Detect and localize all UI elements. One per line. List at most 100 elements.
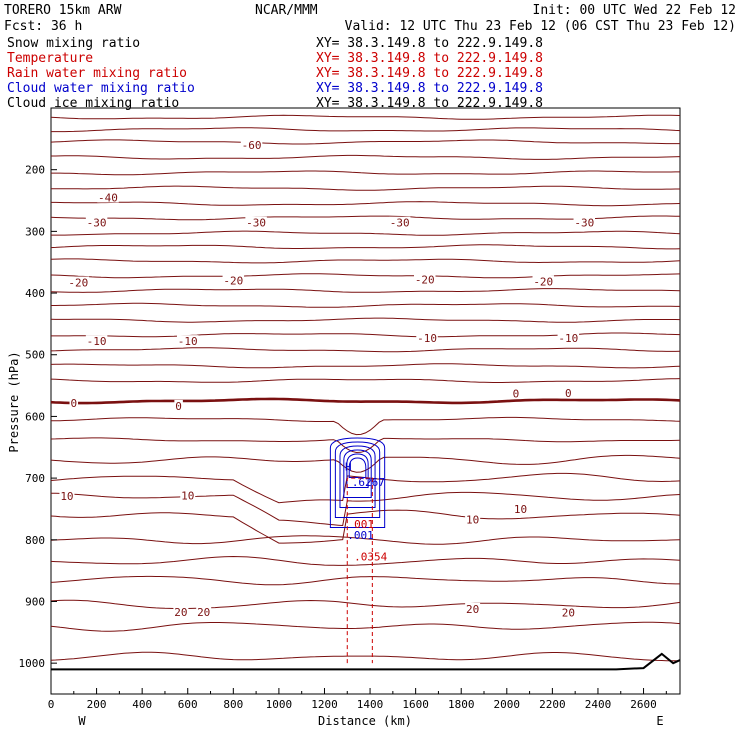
valid-time: Valid: 12 UTC Thu 23 Feb 12 (06 CST Thu …	[345, 19, 736, 34]
temperature-label-bg	[174, 399, 183, 411]
isotherm-line	[50, 491, 681, 527]
y-tick-label: 300	[25, 225, 45, 238]
x-axis-title: Distance (km)	[318, 714, 412, 728]
temperature-label: 20	[197, 606, 210, 619]
isotherm-line	[51, 127, 681, 133]
cloud-water-contour	[346, 453, 369, 488]
legend-field-name: Cloud ice mixing ratio	[7, 96, 179, 111]
isotherm-line	[50, 555, 681, 566]
isotherm-line	[51, 230, 681, 236]
isotherm-line	[50, 535, 681, 545]
temperature-label: 0	[175, 400, 182, 413]
axes: 0 200 400 600 800 1000 1200 1400 1600 1800 2000 220…	[19, 164, 667, 711]
model-title: TORERO 15km ARW	[4, 3, 122, 18]
temperature-label: -30	[390, 217, 410, 230]
y-tick-label: 200	[25, 164, 45, 177]
x-tick-label: 400	[132, 698, 152, 711]
cloud-water-contour	[343, 449, 372, 498]
temperature-label-bg	[416, 332, 438, 344]
temperature-label: -20	[68, 277, 88, 290]
legend-field-name: Temperature	[7, 51, 93, 66]
temperature-label: -20	[415, 273, 435, 286]
temperature-label: 10	[466, 513, 479, 526]
field-legend: Snow mixing ratio XY= 38.3.149.8 to 222.9…	[7, 36, 543, 111]
init-time: Init: 00 UTC Wed 22 Feb 12	[533, 3, 737, 18]
temperature-label: 0	[513, 388, 520, 401]
temperature-label-bg	[85, 335, 108, 347]
forecast-hour: Fcst: 36 h	[4, 19, 82, 34]
temperature-label-bg	[465, 513, 481, 525]
temperature-label: -10	[558, 332, 578, 345]
temperature-label-bg	[67, 276, 90, 288]
plot-area: .6267 .001 H 001 .0354 -60 -40 -30 -30 -30 -30 -2…	[19, 107, 681, 711]
y-tick-label: 700	[25, 472, 45, 485]
legend-field-name: Snow mixing ratio	[7, 36, 140, 51]
isotherm-line	[50, 509, 681, 544]
cloud-water-contour	[339, 445, 376, 508]
isotherm-line	[51, 302, 680, 308]
cloud-water-contours: .6267 .001 H	[329, 437, 386, 542]
x-tick-label: 1000	[266, 698, 293, 711]
temperature-label-bg	[85, 216, 108, 228]
temperature-label-bg	[388, 216, 411, 228]
temperature-labels: -60 -40 -30 -30 -30 -30 -20 -20 -20 -20 -10 -10 -10 -…	[59, 139, 596, 620]
isotherm-line	[51, 416, 681, 436]
temperature-label: 10	[514, 503, 527, 516]
isotherm-line	[50, 378, 681, 383]
y-tick-label: 800	[25, 534, 45, 547]
isotherm-line	[51, 170, 680, 176]
temperature-label: -10	[87, 335, 107, 348]
isotherm-line	[50, 599, 681, 610]
x-tick-label: 800	[223, 698, 243, 711]
temperature-label-bg	[240, 139, 263, 151]
isotherm-line	[51, 185, 680, 191]
isotherm-line	[50, 651, 681, 662]
cloud-water-label: .6267	[352, 476, 385, 489]
x-tick-label: 1800	[448, 698, 475, 711]
temperature-label-bg	[97, 191, 119, 203]
temperature-label: -30	[246, 217, 266, 230]
x-tick-label: 2400	[585, 698, 612, 711]
legend-field-name: Cloud water mixing ratio	[7, 81, 195, 96]
x-tick-label: 1400	[357, 698, 384, 711]
isotherm-line	[51, 201, 681, 207]
isotherm-line	[50, 317, 681, 323]
isotherm-line	[50, 288, 681, 293]
temperature-label-bg	[564, 386, 573, 398]
x-tick-label: 2600	[630, 698, 657, 711]
y-tick-label: 400	[25, 287, 45, 300]
temperature-label-bg	[245, 216, 267, 228]
temperature-label-bg	[557, 332, 580, 344]
temperature-label: -30	[574, 217, 594, 230]
cloud-water-contour	[329, 437, 386, 528]
y-axis-title: Pressure (hPa)	[7, 351, 21, 452]
y-tick-label: 1000	[19, 657, 46, 670]
isotherm-line	[50, 363, 681, 369]
temperature-label: -10	[417, 332, 437, 345]
isotherm-line	[50, 244, 681, 250]
plot-frame	[50, 107, 681, 695]
temperature-label: 20	[174, 606, 187, 619]
temperature-label-bg	[69, 396, 79, 408]
isotherm-line	[50, 114, 681, 120]
rain-water-contours: 001 .0354	[346, 477, 388, 664]
rain-water-contour	[346, 477, 373, 664]
temperature-label-bg	[222, 274, 245, 286]
legend-field-name: Rain water mixing ratio	[7, 66, 187, 81]
temperature-label: 10	[181, 489, 194, 502]
temperature-label: -40	[98, 191, 118, 204]
rain-water-label: .0354	[354, 550, 387, 563]
x-tick-label: 1200	[311, 698, 338, 711]
terrain-line	[51, 652, 681, 671]
isotherm-line	[50, 139, 680, 145]
cloud-water-contour	[348, 457, 367, 478]
x-tick-label: 2200	[539, 698, 566, 711]
x-tick-label: 2000	[494, 698, 521, 711]
temperature-label-bg	[560, 606, 576, 618]
temperature-label: -20	[533, 275, 553, 288]
temperature-label: 10	[60, 490, 73, 503]
y-tick-label: 500	[25, 349, 45, 362]
isotherm-line	[50, 347, 681, 353]
